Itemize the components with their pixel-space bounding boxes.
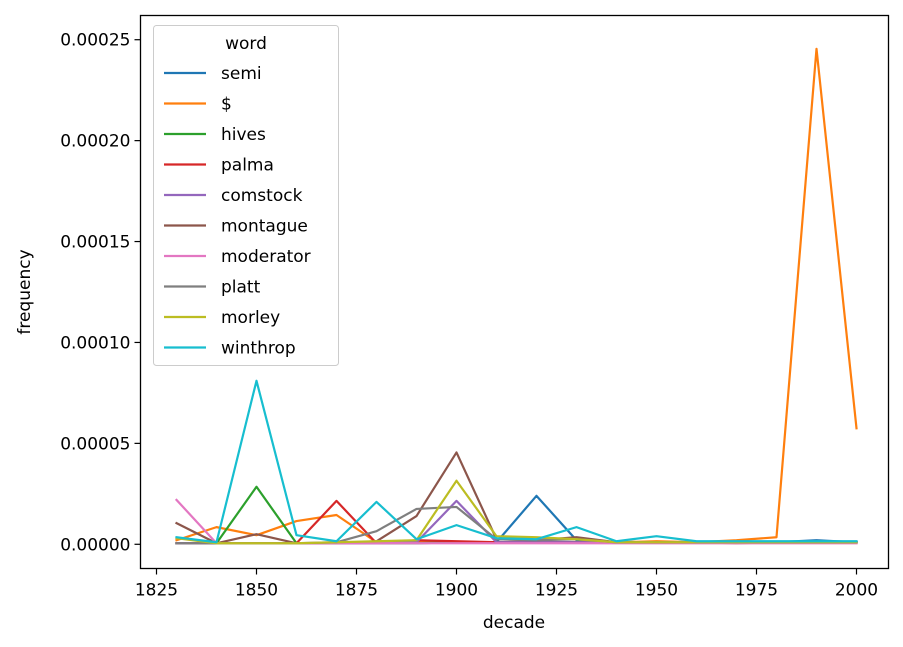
x-tick-label: 1825 — [135, 581, 178, 601]
y-tick-label: 0.00010 — [60, 333, 130, 353]
y-tick-label: 0.00005 — [60, 434, 130, 454]
legend-label: morley — [221, 308, 280, 328]
legend-label: palma — [221, 156, 274, 176]
y-axis-ticks: 0.00000 0.00005 0.00010 0.00015 0.00020 0.000… — [60, 31, 141, 555]
x-tick-label: 1875 — [335, 581, 378, 601]
plot-frame — [139, 14, 890, 570]
legend-label: comstock — [221, 186, 303, 206]
y-tick-label: 0.00015 — [60, 233, 130, 253]
legend-label: $ — [221, 95, 232, 115]
legend: word semi $ hives palma comstock montague mode… — [153, 25, 339, 366]
y-tick-label: 0.00000 — [60, 535, 130, 555]
legend-label: montague — [221, 217, 308, 237]
y-axis-label: frequency — [15, 249, 35, 334]
x-axis-ticks: 1825 1850 1875 1900 1925 1950 1975 2000 — [135, 568, 878, 601]
x-tick-label: 2000 — [835, 581, 878, 601]
x-tick-label: 1900 — [435, 581, 478, 601]
legend-label: semi — [221, 64, 262, 84]
x-tick-label: 1850 — [235, 581, 278, 601]
legend-title: word — [225, 34, 267, 54]
lines-layer — [174, 47, 858, 545]
legend-label: hives — [221, 125, 266, 145]
x-tick-label: 1925 — [535, 581, 578, 601]
y-tick-label: 0.00025 — [60, 31, 130, 51]
legend-label: moderator — [221, 247, 311, 267]
y-tick-label: 0.00020 — [60, 132, 130, 152]
x-tick-label: 1950 — [635, 581, 678, 601]
x-axis-label: decade — [483, 613, 545, 633]
legend-box — [153, 25, 339, 366]
legend-label: platt — [221, 278, 261, 298]
series-line-9 — [175, 379, 858, 544]
legend-label: winthrop — [221, 339, 296, 359]
legend-items: semi $ hives palma comstock montague moderator… — [164, 64, 311, 359]
x-tick-label: 1975 — [735, 581, 778, 601]
